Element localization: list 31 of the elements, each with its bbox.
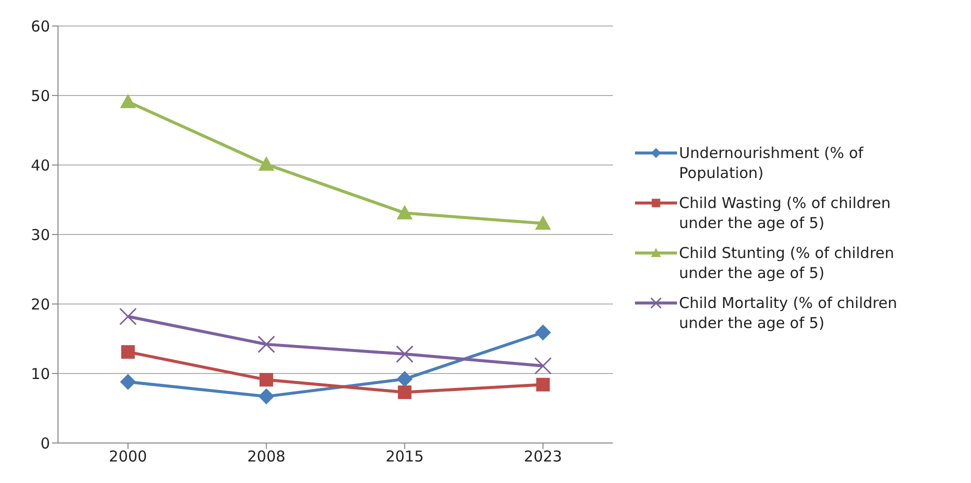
legend-label: Child Mortality (% of children under the age of 5) — [679, 293, 898, 333]
point — [534, 357, 552, 375]
point — [120, 374, 136, 390]
x-tick-label: 2000 — [108, 448, 148, 466]
point — [258, 156, 274, 171]
point — [398, 385, 412, 400]
point — [396, 345, 414, 363]
point — [396, 204, 413, 220]
point — [258, 388, 274, 404]
y-tick-label: 10 — [30, 364, 50, 383]
point — [260, 372, 274, 387]
y-tick-label: 50 — [30, 86, 50, 105]
point — [535, 324, 551, 340]
y-tick-label: 20 — [30, 295, 50, 314]
point — [119, 308, 137, 326]
point — [535, 215, 551, 230]
point — [396, 371, 413, 388]
x-tick-label: 2023 — [524, 448, 562, 466]
point — [121, 345, 135, 359]
legend-label: Undernourishment (% of Population) — [679, 143, 864, 183]
x-tick-label: 2008 — [247, 448, 286, 466]
legend-label: Child Stunting (% of children under the age of 5) — [679, 243, 896, 283]
y-tick-label: 60 — [30, 17, 50, 36]
y-tick-label: 30 — [30, 226, 50, 244]
point — [258, 336, 276, 354]
x-tick-label: 2015 — [386, 448, 424, 466]
point — [120, 94, 136, 108]
point — [536, 378, 550, 392]
y-tick-label: 40 — [30, 156, 50, 174]
y-tick-label: 0 — [40, 434, 50, 452]
legend-label: Child Wasting (% of children under the age of 5) — [679, 193, 892, 233]
